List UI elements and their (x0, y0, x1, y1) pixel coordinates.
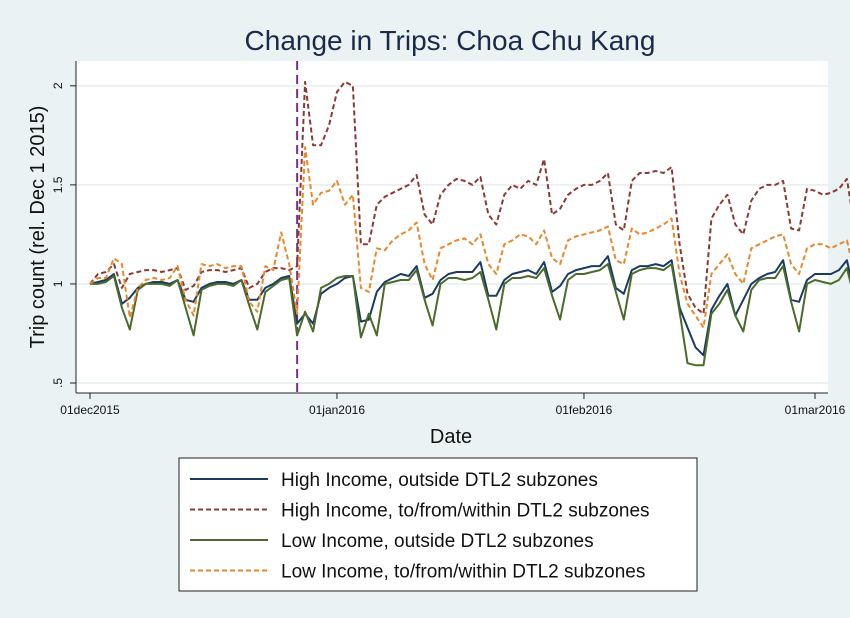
x-tick-label: 01feb2016 (556, 403, 613, 417)
plot-area (76, 61, 828, 393)
y-axis-label: Trip count (rel. Dec 1 2015) (27, 106, 49, 349)
y-tick-label: 1.5 (51, 176, 65, 193)
legend-label: Low Income, outside DTL2 subzones (281, 531, 594, 552)
x-tick-label: 01dec2015 (60, 403, 120, 417)
series-line-1 (89, 255, 850, 357)
legend: High Income, outside DTL2 subzones High I… (190, 470, 650, 583)
series-lines (89, 80, 850, 367)
y-tick-label: 2 (51, 82, 65, 89)
x-axis-label: Date (430, 426, 472, 448)
legend-label: High Income, to/from/within DTL2 subzone… (281, 501, 650, 522)
x-tick-label: 01jan2016 (309, 403, 365, 417)
grid-lines (76, 85, 828, 384)
x-tick-label: 01mar2016 (785, 403, 846, 417)
y-tick-label: 1 (51, 280, 65, 287)
series-line-2 (89, 80, 850, 315)
legend-label: Low Income, to/from/within DTL2 subzones (281, 562, 645, 583)
series-line-4 (89, 146, 850, 329)
y-tick-label: .5 (51, 378, 65, 388)
legend-label: High Income, outside DTL2 subzones (281, 470, 598, 491)
legend-box (178, 457, 698, 592)
series-line-3 (90, 263, 850, 367)
chart-title: Change in Trips: Choa Chu Kang (245, 25, 656, 56)
axes: .5 1 1.5 2 01dec2015 01jan2016 01feb2016 01mar2… (51, 61, 846, 417)
